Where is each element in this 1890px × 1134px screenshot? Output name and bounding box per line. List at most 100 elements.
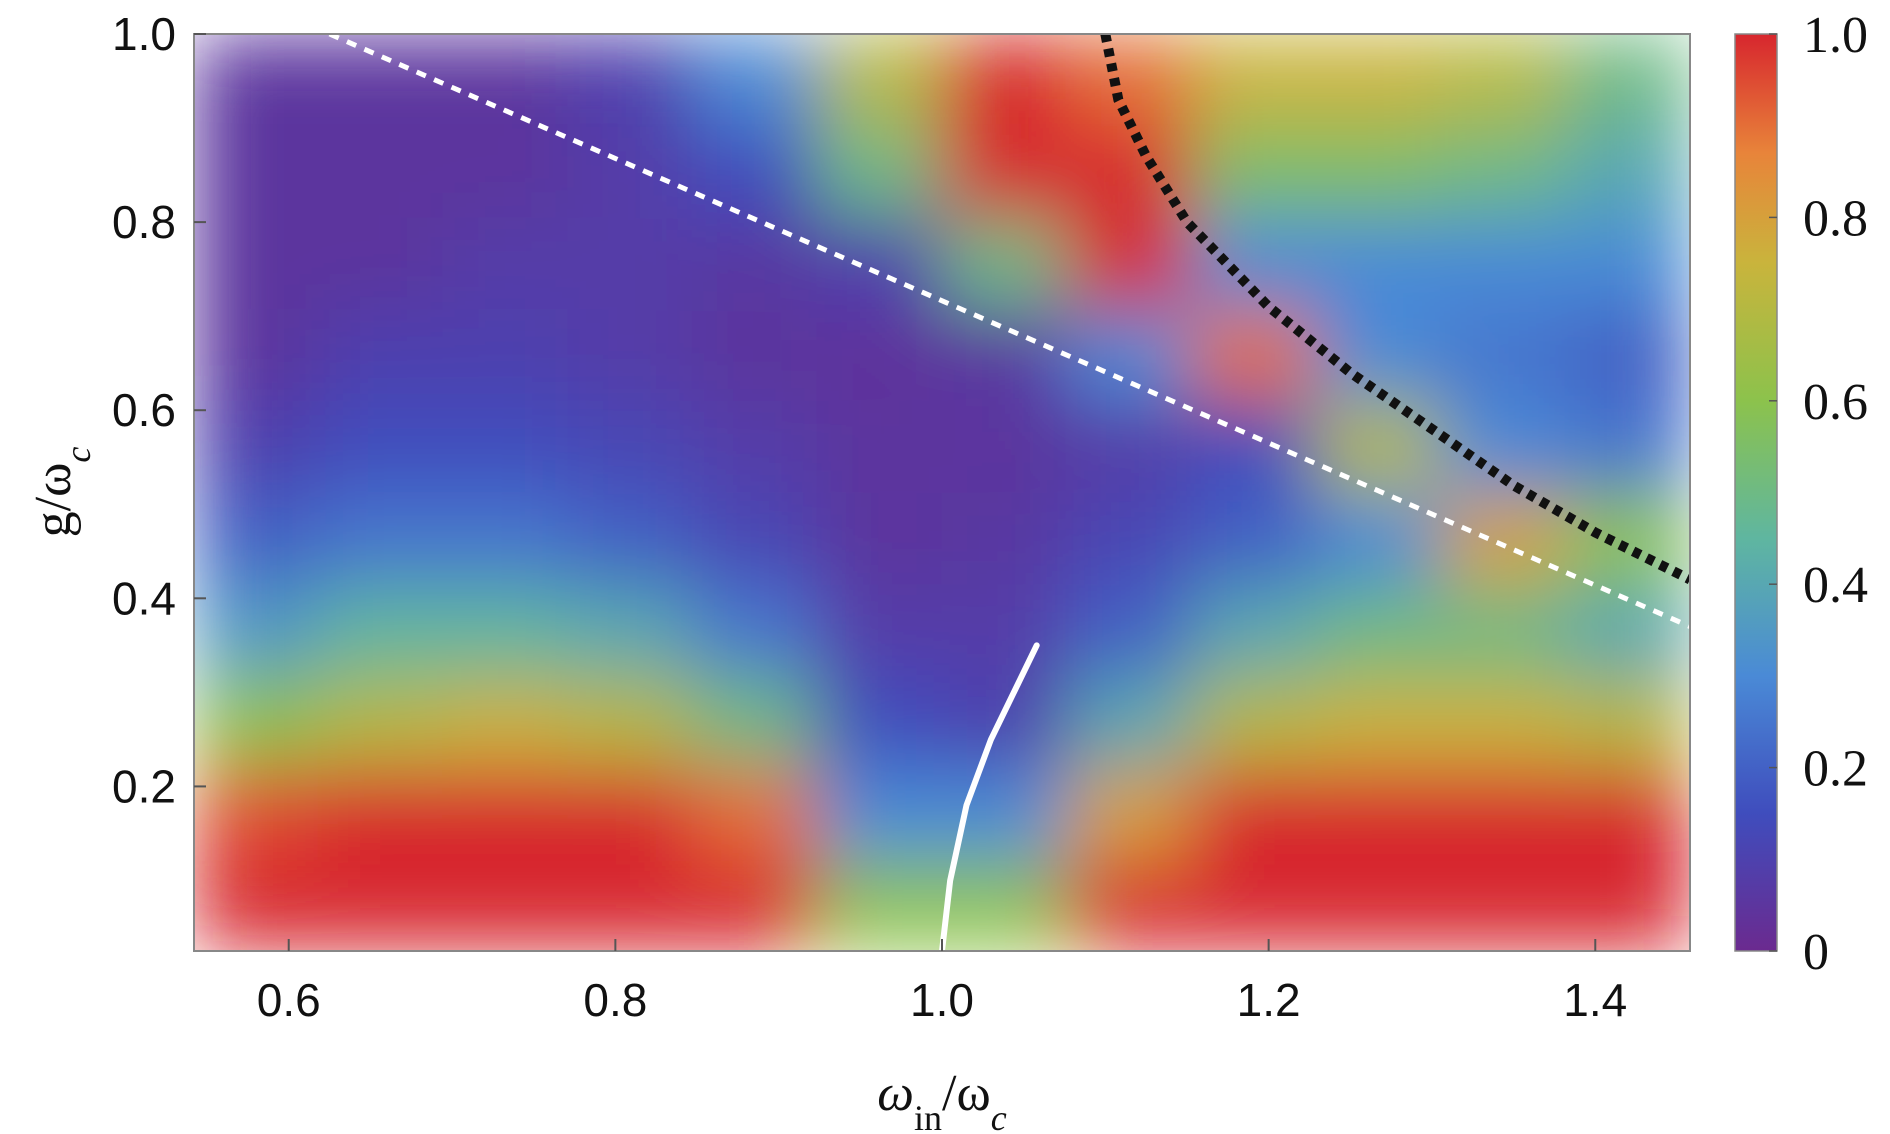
heat-cell xyxy=(1065,492,1192,585)
heat-cell xyxy=(1315,492,1441,585)
heat-cell xyxy=(1190,34,1317,127)
y-tick-label: 1.0 xyxy=(112,8,176,60)
heat-cell xyxy=(941,308,1067,402)
curve xyxy=(1100,34,1690,584)
heat-cell xyxy=(442,125,569,218)
heat-cell xyxy=(442,675,569,769)
heat-cell xyxy=(691,858,818,951)
heat-cell xyxy=(691,400,818,493)
heat-cell xyxy=(317,125,444,218)
y-tick-label: 0.8 xyxy=(112,196,176,248)
heat-cell xyxy=(691,675,818,769)
heat-cell xyxy=(1315,34,1441,127)
label-part: c xyxy=(991,1098,1007,1134)
heat-cell xyxy=(941,583,1067,677)
label-part: in xyxy=(914,1098,942,1134)
heat-cell xyxy=(691,583,818,677)
heat-cell xyxy=(567,492,693,585)
heat-cell xyxy=(941,492,1067,585)
heat-cell xyxy=(194,34,319,127)
heat-cell xyxy=(941,858,1067,951)
heat-cell xyxy=(1315,767,1441,860)
heat-cell xyxy=(567,400,693,493)
x-axis-label: ωin/ωc xyxy=(877,1065,1006,1134)
heat-cell xyxy=(1564,767,1690,860)
heat-cell xyxy=(1065,675,1192,769)
heat-cell xyxy=(1190,308,1317,402)
heat-cell xyxy=(317,767,444,860)
heat-cell xyxy=(1439,216,1566,310)
heat-cell xyxy=(442,583,569,677)
heat-cell xyxy=(194,492,319,585)
heat-cell xyxy=(194,216,319,310)
heat-cell xyxy=(941,675,1067,769)
curve xyxy=(328,34,1690,629)
heat-cell xyxy=(691,34,818,127)
heat-cell xyxy=(442,858,569,951)
heat-cell xyxy=(941,216,1067,310)
heat-cell xyxy=(691,767,818,860)
heat-cell xyxy=(816,767,943,860)
heatmap xyxy=(194,34,1690,951)
heat-cell xyxy=(1564,34,1690,127)
heat-cell xyxy=(1065,767,1192,860)
heat-cell xyxy=(442,400,569,493)
heat-cell xyxy=(442,492,569,585)
heat-cell xyxy=(1065,400,1192,493)
x-tick-label: 1.0 xyxy=(910,974,974,1026)
heat-cell xyxy=(317,216,444,310)
heat-cell xyxy=(567,675,693,769)
colorbar-tick-label: 0.4 xyxy=(1803,557,1868,614)
label-part: g/ω xyxy=(25,463,82,538)
x-tick-label: 0.6 xyxy=(257,974,321,1026)
heat-cell xyxy=(816,675,943,769)
heat-cell xyxy=(1315,400,1441,493)
heat-cell xyxy=(1564,125,1690,218)
heat-cell xyxy=(567,308,693,402)
x-tick-label: 1.2 xyxy=(1237,974,1301,1026)
heat-cell xyxy=(1439,675,1566,769)
heat-cell xyxy=(816,34,943,127)
heat-cell xyxy=(816,858,943,951)
heat-cell xyxy=(317,400,444,493)
curve xyxy=(939,642,1040,951)
heat-cell xyxy=(816,125,943,218)
heat-cell xyxy=(1065,308,1192,402)
heat-cell xyxy=(691,125,818,218)
heat-cell xyxy=(567,34,693,127)
heat-cell xyxy=(442,216,569,310)
heat-cell xyxy=(1065,583,1192,677)
heat-cell xyxy=(1439,858,1566,951)
label-part: ω xyxy=(877,1065,914,1122)
heat-cell xyxy=(816,492,943,585)
heat-cell xyxy=(691,216,818,310)
heat-cell xyxy=(317,492,444,585)
heat-cell xyxy=(194,125,319,218)
heat-cell xyxy=(1065,858,1192,951)
heat-cell xyxy=(567,858,693,951)
heat-cell xyxy=(1190,675,1317,769)
curves xyxy=(328,34,1690,951)
heat-cell xyxy=(317,858,444,951)
heat-cell xyxy=(1190,125,1317,218)
heat-cell xyxy=(691,492,818,585)
colorbar-tick-label: 0.2 xyxy=(1803,741,1868,798)
y-tick-label: 0.4 xyxy=(112,572,176,624)
heat-cell xyxy=(567,216,693,310)
colorbar xyxy=(1734,33,1778,952)
heat-cell xyxy=(194,400,319,493)
heat-cell xyxy=(317,34,444,127)
x-tick-label: 0.8 xyxy=(583,974,647,1026)
label-part: /ω xyxy=(942,1065,991,1122)
heat-cell xyxy=(941,125,1067,218)
heat-cell xyxy=(194,858,319,951)
colorbar-tick-label: 0.8 xyxy=(1803,190,1868,247)
heat-cell xyxy=(1315,125,1441,218)
heat-cell xyxy=(1564,858,1690,951)
heat-cell xyxy=(1439,308,1566,402)
heat-cell xyxy=(816,308,943,402)
heat-cell xyxy=(1190,767,1317,860)
heat-cell xyxy=(941,34,1067,127)
heat-cell xyxy=(567,583,693,677)
y-tick-label: 0.2 xyxy=(112,760,176,812)
